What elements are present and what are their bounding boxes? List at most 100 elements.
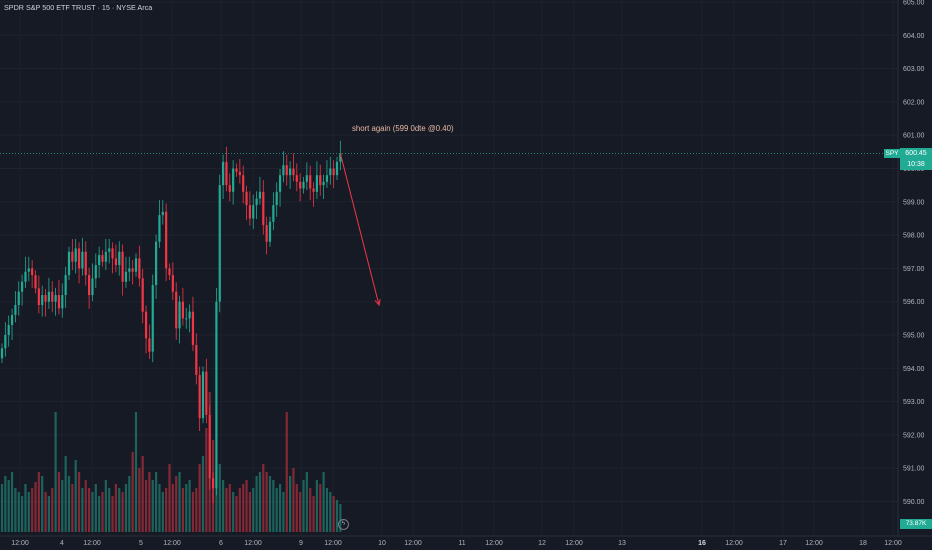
- candle-body: [165, 211, 168, 269]
- candle-body: [158, 215, 161, 242]
- volume-bar: [108, 488, 111, 532]
- candle-body: [312, 188, 315, 192]
- candle-body: [118, 251, 121, 266]
- volume-bar: [262, 464, 265, 532]
- price-tick-label: 592.00: [903, 432, 925, 439]
- volume-label: 73.87K: [900, 519, 932, 529]
- volume-bar: [191, 492, 195, 532]
- candle-body: [265, 225, 268, 242]
- volume-bar: [215, 472, 218, 532]
- volume-bar: [0, 484, 4, 532]
- volume-bar: [57, 472, 61, 532]
- volume-bar: [205, 428, 208, 532]
- candle-body: [185, 318, 188, 320]
- time-tick-label: 12:00: [884, 540, 902, 547]
- candle-body: [191, 311, 195, 345]
- price-tick-label: 601.00: [903, 133, 925, 140]
- candle-body: [322, 181, 325, 186]
- candle-body: [195, 344, 198, 375]
- time-tick-label: 12:00: [485, 540, 503, 547]
- price-tick-label: 597.00: [903, 266, 925, 273]
- candle-body: [148, 338, 151, 352]
- candle-body: [198, 374, 201, 419]
- candle-body: [61, 295, 64, 309]
- lightning-icon[interactable]: ϟ: [338, 519, 349, 530]
- volume-bar: [335, 500, 339, 532]
- candle-body: [0, 348, 4, 359]
- price-tick-label: 591.00: [903, 466, 925, 473]
- price-tick-label: 605.00: [903, 0, 925, 7]
- candle-body: [91, 278, 94, 296]
- volume-bar: [64, 456, 67, 532]
- volume-bar: [128, 476, 131, 532]
- volume-bar: [282, 492, 285, 532]
- candle-body: [101, 255, 104, 262]
- time-tick-label: 6: [219, 540, 223, 547]
- volume-bar: [289, 476, 292, 532]
- candle-body: [44, 295, 47, 302]
- candle-body: [4, 335, 7, 349]
- volume-bar: [101, 492, 104, 532]
- time-tick-label: 12:00: [11, 540, 29, 547]
- candle-body: [17, 291, 20, 306]
- candle-body: [285, 165, 288, 176]
- candle-body: [51, 291, 54, 302]
- candle-body: [242, 175, 245, 192]
- volume-bar: [218, 464, 221, 532]
- candle-body: [258, 191, 262, 199]
- candle-body: [222, 161, 225, 186]
- volume-bar: [232, 492, 235, 532]
- candle-body: [10, 315, 14, 326]
- candle-body: [218, 185, 221, 302]
- candle-body: [74, 248, 77, 262]
- candle-body: [205, 371, 208, 415]
- volume-bar: [178, 472, 181, 532]
- candle-body: [108, 248, 111, 252]
- volume-bar: [268, 476, 272, 532]
- volume-bar: [329, 492, 332, 532]
- candle-body: [211, 478, 215, 489]
- candle-body: [319, 175, 322, 186]
- volume-bar: [111, 496, 114, 532]
- volume-bar: [31, 488, 34, 532]
- volume-bar: [81, 488, 84, 532]
- volume-bar: [121, 492, 124, 532]
- volume-bar: [10, 472, 14, 532]
- time-tick-label: 4: [60, 540, 64, 547]
- candle-body: [289, 168, 292, 176]
- candle-body: [248, 205, 251, 219]
- volume-bar: [74, 460, 77, 532]
- volume-bar: [24, 484, 27, 532]
- volume-bar: [238, 488, 241, 532]
- candle-body: [104, 251, 107, 262]
- volume-bar: [61, 480, 64, 532]
- volume-bar: [141, 456, 144, 532]
- volume-bar: [248, 492, 251, 532]
- volume-bar: [265, 472, 268, 532]
- arrow-head: [374, 299, 381, 307]
- volume-bar: [118, 488, 121, 532]
- time-tick-label: 12:00: [163, 540, 181, 547]
- volume-bar: [44, 492, 47, 532]
- candle-body: [21, 281, 24, 292]
- time-tick-label: 9: [299, 540, 303, 547]
- candle-body: [228, 185, 231, 192]
- volume-bar: [225, 488, 228, 532]
- volume-bar: [302, 480, 305, 532]
- volume-bar: [185, 484, 188, 532]
- volume-bar: [188, 480, 191, 532]
- candle-body: [138, 258, 141, 279]
- time-tick-label: 10: [378, 540, 386, 547]
- candle-body: [339, 153, 342, 162]
- volume-bar: [245, 480, 248, 532]
- candle-body: [41, 295, 44, 306]
- candle-body: [151, 285, 154, 352]
- candle-body: [57, 295, 61, 309]
- volume-bar: [27, 492, 30, 532]
- candle-body: [268, 221, 272, 242]
- candle-body: [252, 205, 255, 219]
- volume-bar: [91, 492, 94, 532]
- candle-body: [54, 295, 57, 302]
